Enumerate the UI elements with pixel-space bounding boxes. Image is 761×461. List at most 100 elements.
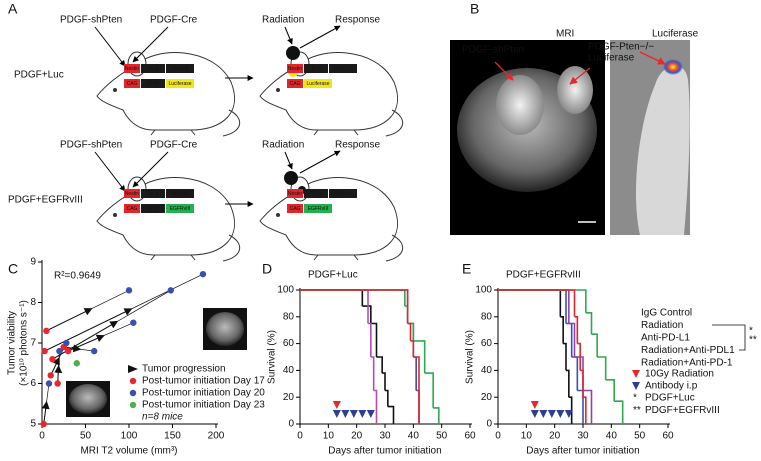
construct-box (329, 64, 357, 73)
arrow (94, 151, 126, 192)
arrow (284, 151, 293, 170)
progression-line (46, 290, 130, 332)
x-tick-label: 40 (606, 431, 618, 442)
y-tick-label: 100 (475, 285, 492, 296)
survival-step (614, 400, 624, 424)
x-tick-label: 150 (164, 431, 181, 442)
survival-step (413, 356, 417, 391)
construct-label: Ptenfl/fl (172, 66, 189, 72)
vector-label: PDGF-shPten (60, 15, 122, 26)
x-tick-label: 50 (436, 431, 448, 442)
inset-brain (206, 312, 244, 346)
survival-step (362, 305, 372, 324)
y-tick-label: 80 (481, 311, 493, 322)
legend-label: PDGF+Luc (645, 393, 695, 404)
construct-box (304, 189, 328, 198)
survival-step (577, 389, 584, 424)
antibody-marker (358, 410, 367, 418)
y-tick-label: 60 (481, 338, 493, 349)
chart-title: PDGF+Luc (308, 270, 358, 281)
tumor-mark (286, 46, 300, 60)
survival-step (407, 322, 412, 341)
survival-step (498, 289, 570, 324)
construct-box (287, 79, 303, 88)
construct-label: STOP (146, 81, 160, 87)
axis-line (299, 288, 472, 425)
legend-label: Anti-PD-L1 (641, 333, 690, 344)
survival-step (300, 289, 409, 324)
legend-label: Antibody i.p (645, 381, 698, 392)
x-tick-label: 20 (549, 431, 561, 442)
arrow (132, 151, 169, 188)
arrow (299, 25, 341, 49)
construct-label: Tv-a (148, 191, 158, 197)
construct-box (287, 64, 303, 73)
legend-marker (632, 382, 640, 390)
construct-label: Tv-a (148, 66, 158, 72)
legend-label: 10Gy Radiation (645, 369, 714, 380)
survival-step (580, 369, 584, 398)
survival-step (574, 316, 579, 344)
construct-label: Pten−/− (334, 191, 352, 197)
mri-tumor (557, 66, 593, 114)
x-tick-label: 100 (121, 431, 138, 442)
group-label: PDGF+Luc (14, 70, 64, 81)
arrow (569, 67, 591, 85)
construct-box (304, 64, 328, 73)
construct-label: CAG (127, 81, 138, 87)
construct-box (329, 189, 357, 198)
survival-step (566, 369, 570, 398)
y-tick-label: 6 (30, 378, 36, 389)
survival-step (300, 289, 364, 307)
legend-label: Radiation+Anti-PDL1 (641, 345, 735, 356)
point (40, 420, 47, 428)
construct-label: Pten−/− (334, 66, 352, 72)
legend-label: Radiation (641, 320, 683, 331)
survival-step (300, 289, 406, 307)
survival-step (574, 356, 584, 391)
y-tick-label: 0 (486, 419, 492, 430)
construct-label: STOP (146, 206, 160, 212)
luciferase-signal (663, 59, 683, 75)
point (54, 380, 61, 387)
construct-label: Ptenfl/fl (172, 191, 189, 197)
legend-label: Radiation+Anti-PD-1 (641, 358, 733, 369)
antibody-marker (341, 410, 350, 418)
luciferase-label: Luciferase (588, 53, 635, 64)
legend-marker (632, 370, 640, 378)
construct-box (141, 204, 165, 213)
survival-step (597, 356, 607, 380)
x-tick-label: 30 (379, 431, 391, 442)
antibody-marker (349, 410, 358, 418)
survival-step (373, 389, 378, 424)
legend-label: Post-tumor initiation Day 20 (142, 388, 265, 399)
tumor-mark (284, 171, 298, 185)
outcome-label: Response (335, 140, 380, 151)
luciferase-label: PDGF-Pten−/− (588, 42, 654, 53)
legend-label: Post-tumor initiation Day 17 (142, 376, 265, 387)
image-title: MRI (556, 29, 574, 40)
arrow (94, 26, 126, 67)
progression-line (57, 351, 60, 384)
legend-arrow (128, 365, 138, 373)
point (45, 380, 53, 387)
survival-step (410, 340, 415, 357)
panel-label: C (8, 261, 18, 277)
construct-label: Nestin (288, 66, 302, 72)
progression-line (67, 322, 134, 352)
construct-label: Luciferase (306, 81, 329, 87)
mouse-photo (635, 65, 690, 235)
x-tick-label: 10 (521, 431, 533, 442)
radiation-marker (332, 401, 341, 409)
construct-box (124, 64, 140, 73)
y-tick-label: 9 (30, 257, 36, 268)
survival-step (577, 342, 581, 371)
treatment-label: Radiation (262, 15, 304, 26)
y-axis-label: Tumor viability (7, 311, 18, 375)
annotation: R²=0.9649 (54, 271, 101, 282)
legend-label: Post-tumor initiation Day 23 (142, 400, 265, 411)
antibody-marker (332, 410, 341, 418)
construct-box (166, 64, 194, 73)
survival-step (382, 372, 386, 391)
